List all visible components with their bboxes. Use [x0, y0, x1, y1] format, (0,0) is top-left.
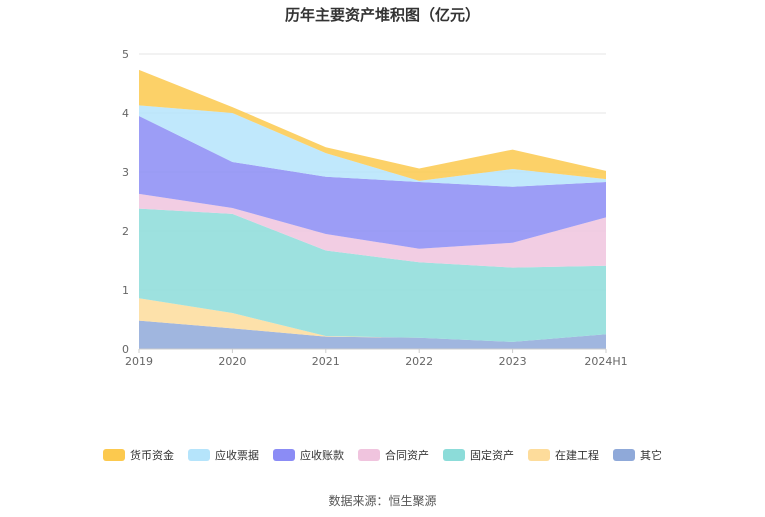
- legend-swatch: [273, 449, 295, 461]
- y-tick-label: 4: [122, 107, 129, 120]
- x-tick-label: 2021: [312, 355, 340, 368]
- area-series-货币资金: [139, 69, 606, 181]
- legend-swatch: [443, 449, 465, 461]
- legend-item[interactable]: 在建工程: [528, 447, 599, 463]
- legend-label: 在建工程: [555, 449, 599, 462]
- legend-swatch: [528, 449, 550, 461]
- x-tick-label: 2022: [405, 355, 433, 368]
- legend-item[interactable]: 应收账款: [273, 447, 344, 463]
- area-series-应收票据: [139, 105, 606, 187]
- legend-swatch: [358, 449, 380, 461]
- legend-swatch: [188, 449, 210, 461]
- y-tick-label: 5: [122, 48, 129, 61]
- y-tick-label: 3: [122, 166, 129, 179]
- legend: 货币资金 应收票据 应收账款 合同资产 固定资产 在建工程 其它: [0, 447, 765, 463]
- source-note: 数据来源：恒生聚源: [328, 494, 437, 508]
- legend-label: 货币资金: [130, 449, 174, 462]
- legend-item[interactable]: 合同资产: [358, 447, 429, 463]
- area-series-其它: [139, 320, 606, 349]
- y-tick-label: 0: [122, 343, 129, 356]
- area-series-固定资产: [139, 208, 606, 342]
- x-tick-label: 2020: [218, 355, 246, 368]
- legend-item[interactable]: 其它: [613, 447, 662, 463]
- legend-item[interactable]: 固定资产: [443, 447, 514, 463]
- area-series-应收账款: [139, 115, 606, 249]
- legend-label: 应收账款: [300, 449, 344, 462]
- x-tick-label: 2019: [125, 355, 153, 368]
- x-tick-label: 2024H1: [584, 355, 627, 368]
- chart-title: 历年主要资产堆积图（亿元）: [284, 6, 480, 24]
- legend-label: 其它: [640, 449, 662, 462]
- x-tick-label: 2023: [499, 355, 527, 368]
- legend-swatch: [103, 449, 125, 461]
- y-tick-label: 1: [122, 284, 129, 297]
- legend-item[interactable]: 应收票据: [188, 447, 259, 463]
- legend-label: 固定资产: [470, 449, 514, 462]
- legend-label: 应收票据: [215, 449, 259, 462]
- area-series-合同资产: [139, 193, 606, 268]
- y-tick-label: 2: [122, 225, 129, 238]
- legend-swatch: [613, 449, 635, 461]
- area-series-在建工程: [139, 298, 606, 342]
- legend-label: 合同资产: [385, 449, 429, 462]
- legend-item[interactable]: 货币资金: [103, 447, 174, 463]
